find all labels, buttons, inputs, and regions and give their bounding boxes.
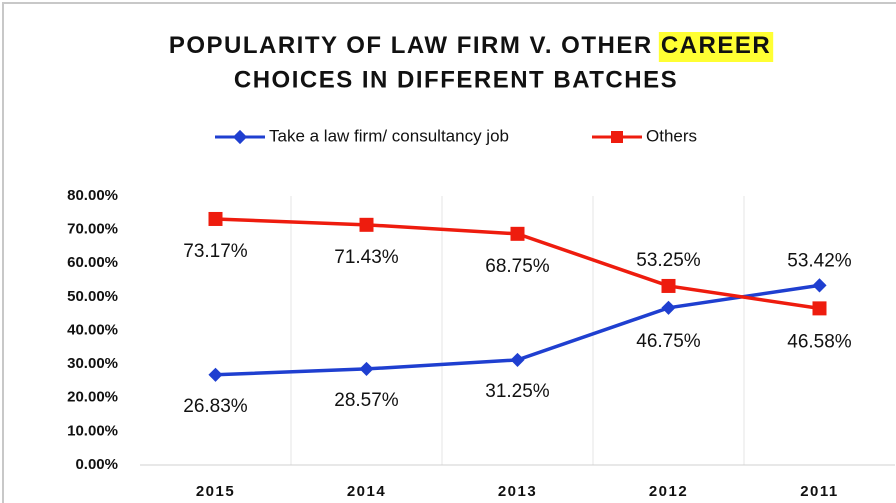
point-marker bbox=[510, 226, 525, 241]
y-tick-label: 60.00% bbox=[67, 254, 118, 271]
data-label: 26.83% bbox=[183, 396, 248, 417]
y-tick-label: 30.00% bbox=[67, 355, 118, 372]
x-tick-label: 2011 bbox=[800, 483, 839, 500]
data-label: 71.43% bbox=[334, 247, 399, 268]
y-tick-label: 80.00% bbox=[67, 187, 118, 204]
point-marker bbox=[510, 352, 525, 367]
point-marker bbox=[359, 361, 374, 377]
legend-marker bbox=[611, 131, 623, 143]
data-label: 28.57% bbox=[334, 390, 399, 411]
point-marker bbox=[208, 367, 223, 382]
y-tick-label: 50.00% bbox=[67, 288, 118, 305]
point-marker bbox=[208, 211, 223, 226]
title-part: CAREER bbox=[661, 32, 771, 59]
x-tick-label: 2014 bbox=[347, 483, 386, 500]
data-label: 73.17% bbox=[183, 241, 248, 262]
data-label: 46.75% bbox=[636, 331, 701, 352]
point-marker bbox=[661, 300, 676, 315]
x-tick-label: 2015 bbox=[196, 483, 235, 500]
point-marker bbox=[359, 217, 374, 232]
point-marker bbox=[812, 301, 827, 316]
point-marker bbox=[661, 278, 676, 293]
y-tick-label: 10.00% bbox=[67, 422, 118, 439]
x-tick-label: 2013 bbox=[498, 483, 537, 500]
data-label: 68.75% bbox=[485, 256, 550, 277]
y-tick-label: 20.00% bbox=[67, 389, 118, 406]
legend-label: Take a law firm/ consultancy job bbox=[269, 126, 509, 145]
y-tick-label: 70.00% bbox=[67, 221, 118, 238]
legend-marker bbox=[232, 129, 248, 145]
data-label: 53.42% bbox=[787, 250, 852, 271]
chart-title: CHOICES IN DIFFERENT BATCHES bbox=[234, 66, 678, 93]
x-tick-label: 2012 bbox=[649, 483, 688, 500]
point-marker bbox=[812, 278, 827, 293]
y-tick-label: 40.00% bbox=[67, 321, 118, 338]
title-highlight bbox=[658, 32, 774, 62]
chart-title: POPULARITY OF LAW FIRM V. OTHER CAREER bbox=[169, 32, 771, 59]
y-tick-label: 0.00% bbox=[75, 456, 118, 473]
title-part: POPULARITY OF LAW FIRM V. OTHER bbox=[169, 32, 653, 59]
data-label: 53.25% bbox=[636, 250, 701, 271]
data-label: 31.25% bbox=[485, 381, 550, 402]
data-label: 46.58% bbox=[787, 331, 852, 352]
legend-label: Others bbox=[646, 126, 697, 145]
